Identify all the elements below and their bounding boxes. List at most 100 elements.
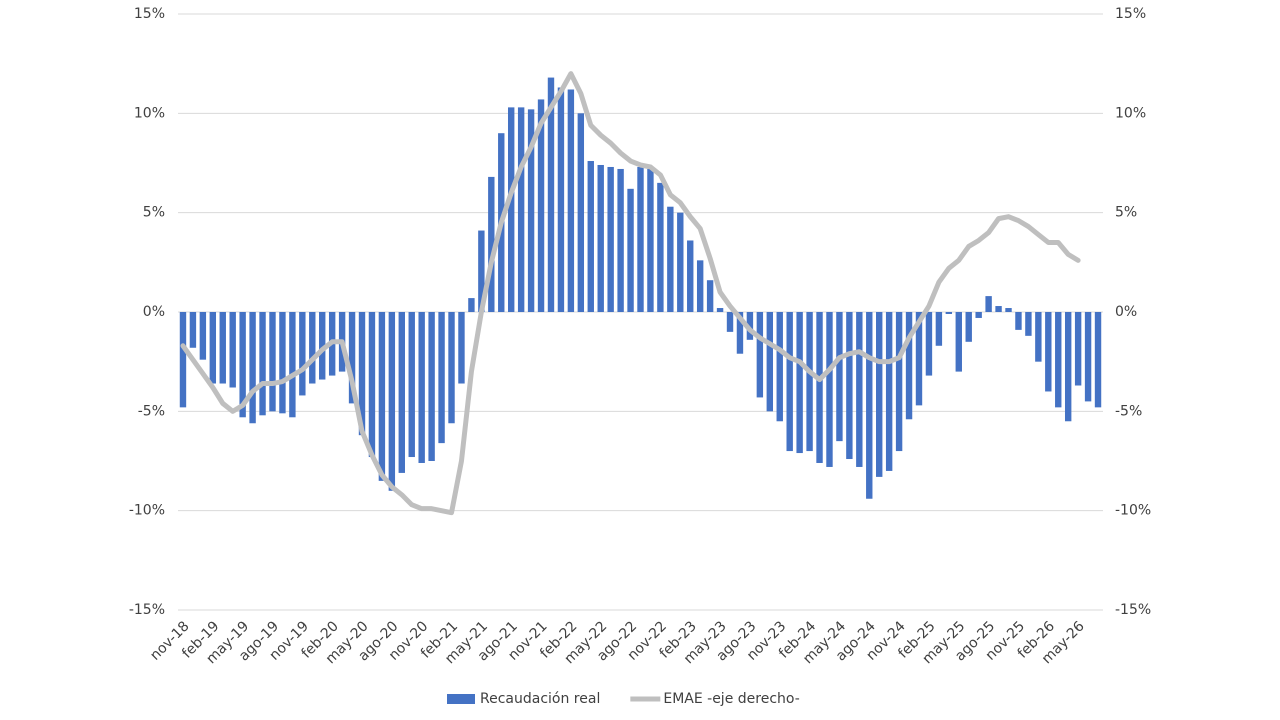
bar <box>925 312 933 376</box>
bar <box>368 312 376 458</box>
bar <box>1084 312 1092 402</box>
bar <box>716 308 724 312</box>
bar <box>259 312 266 416</box>
y2-tick-label: 5% <box>1115 205 1137 221</box>
y2-tick-label: 10% <box>1115 105 1146 121</box>
bar <box>955 312 962 372</box>
bar <box>478 230 485 312</box>
bar <box>587 161 594 312</box>
bar <box>965 312 972 342</box>
bar <box>438 312 445 444</box>
legend-swatch <box>447 694 475 704</box>
bar <box>557 87 565 312</box>
bar <box>199 312 207 360</box>
bar <box>895 312 903 452</box>
y2-tick-label: -5% <box>1115 403 1142 419</box>
bar <box>657 182 664 312</box>
bar <box>537 99 545 312</box>
bar <box>776 312 783 422</box>
bar <box>269 312 276 412</box>
line <box>180 71 1081 516</box>
bar <box>985 296 992 312</box>
bar <box>517 107 525 312</box>
bar <box>846 312 853 460</box>
bar <box>856 312 863 467</box>
bar <box>527 109 535 312</box>
bar <box>766 312 774 412</box>
bar <box>885 312 893 471</box>
y-tick-label: -5% <box>138 403 165 419</box>
bar <box>736 312 744 354</box>
y2-tick-label: 15% <box>1115 6 1146 22</box>
bar <box>388 312 396 491</box>
bar <box>1035 312 1042 362</box>
bar <box>1025 312 1032 336</box>
bar <box>627 188 634 312</box>
bar <box>209 312 217 384</box>
y-tick-label: 0% <box>143 304 165 320</box>
bar <box>1045 312 1052 392</box>
bar <box>677 212 684 312</box>
bar <box>786 312 793 452</box>
y-tick-label: 5% <box>143 205 165 221</box>
y2-tick-label: -15% <box>1115 602 1151 618</box>
bar <box>905 312 913 420</box>
bar <box>687 240 694 312</box>
bar <box>378 312 386 481</box>
bar <box>597 164 604 312</box>
bar <box>975 312 982 318</box>
bar <box>945 312 953 314</box>
bar <box>279 312 286 414</box>
bar <box>617 168 624 312</box>
bar <box>408 312 415 458</box>
bar <box>836 312 843 442</box>
bar <box>826 312 833 467</box>
y-tick-label: 15% <box>134 6 165 22</box>
bar <box>876 312 883 477</box>
bar <box>507 107 515 312</box>
bar <box>229 312 236 388</box>
bar <box>756 312 764 398</box>
bar <box>746 312 754 340</box>
bar <box>995 306 1002 312</box>
bar <box>935 312 943 346</box>
bar <box>289 312 296 418</box>
bar <box>488 176 495 312</box>
y-tick-label: 10% <box>134 105 165 121</box>
bar <box>309 312 316 384</box>
y2-tick-label: -10% <box>1115 503 1151 519</box>
legend-label: Recaudación real <box>480 691 600 707</box>
bar <box>348 312 356 404</box>
bar <box>1055 312 1062 408</box>
bar <box>219 312 226 384</box>
bar <box>915 312 923 406</box>
bar <box>577 113 585 312</box>
bar <box>358 312 366 436</box>
bar <box>189 312 197 348</box>
y-tick-label: -15% <box>129 602 165 618</box>
bar <box>696 260 704 312</box>
bar <box>637 166 644 312</box>
bar <box>299 312 306 396</box>
y2-tick-label: 0% <box>1115 304 1137 320</box>
bar <box>726 312 734 332</box>
bar <box>1094 312 1102 408</box>
bar <box>806 312 813 452</box>
bar <box>398 312 405 473</box>
bar <box>428 312 435 461</box>
bar <box>816 312 823 463</box>
bar <box>866 312 873 499</box>
bar <box>567 89 575 312</box>
bar <box>468 298 475 312</box>
bar <box>458 312 465 384</box>
bar <box>249 312 256 424</box>
bar <box>1015 312 1022 330</box>
bar <box>667 206 674 312</box>
bar <box>179 312 187 408</box>
bar <box>1064 312 1072 422</box>
bar <box>1005 308 1012 312</box>
bar <box>319 312 326 380</box>
bar <box>607 166 614 312</box>
bar <box>647 168 654 312</box>
